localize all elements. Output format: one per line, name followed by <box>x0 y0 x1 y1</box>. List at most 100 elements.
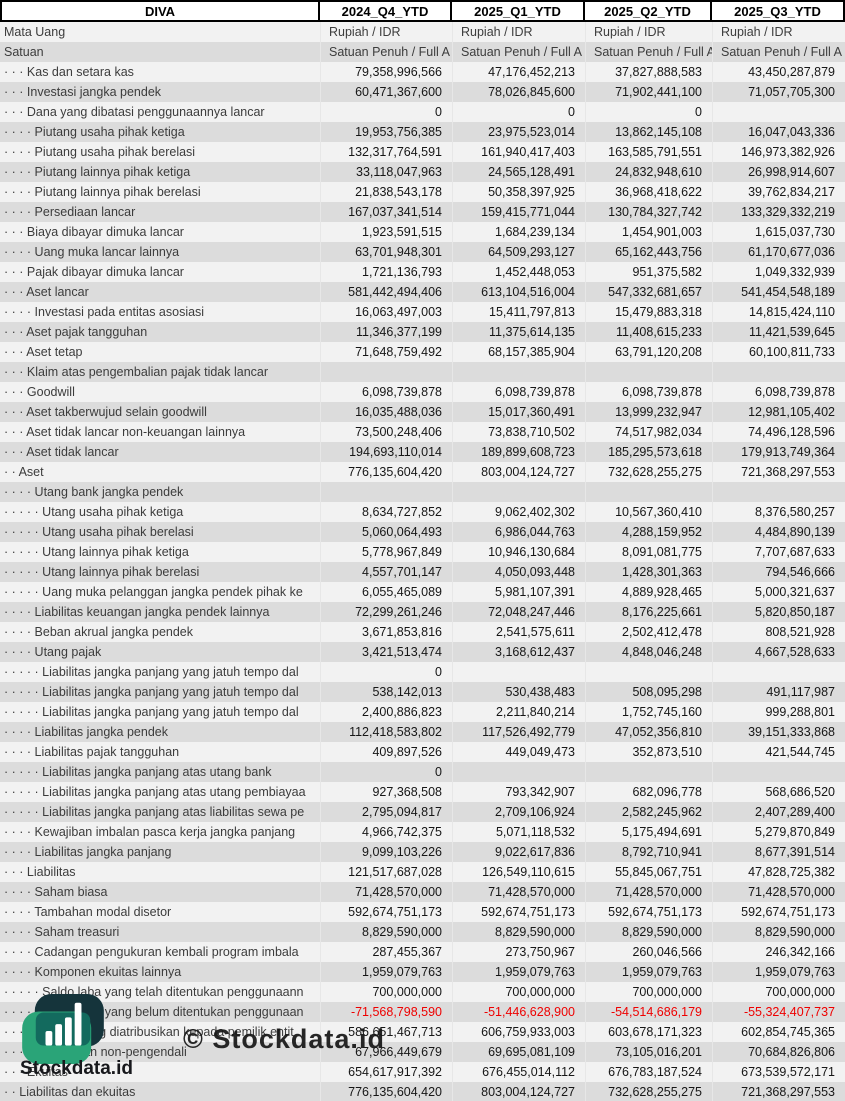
value-cell[interactable]: 69,695,081,109 <box>452 1042 585 1062</box>
row-label[interactable]: · · · · · Utang usaha pihak berelasi <box>4 525 194 539</box>
value-cell[interactable]: 68,157,385,904 <box>452 342 585 362</box>
unit-cell[interactable]: Satuan Penuh / Full A <box>712 42 845 62</box>
value-cell[interactable]: 167,037,341,514 <box>320 202 452 222</box>
value-cell[interactable] <box>452 362 585 382</box>
value-cell[interactable]: 71,428,570,000 <box>320 882 452 902</box>
value-cell[interactable]: -55,324,407,737 <box>712 1002 845 1022</box>
row-label[interactable]: · · · Biaya dibayar dimuka lancar <box>4 225 184 239</box>
value-cell[interactable]: 14,815,424,110 <box>712 302 845 322</box>
value-cell[interactable]: 676,783,187,524 <box>585 1062 712 1082</box>
value-cell[interactable]: 47,828,725,382 <box>712 862 845 882</box>
value-cell[interactable]: 2,709,106,924 <box>452 802 585 822</box>
value-cell[interactable]: 63,791,120,208 <box>585 342 712 362</box>
value-cell[interactable]: 654,617,917,392 <box>320 1062 452 1082</box>
value-cell[interactable]: -71,568,798,590 <box>320 1002 452 1022</box>
value-cell[interactable]: 776,135,604,420 <box>320 462 452 482</box>
row-label[interactable]: · · · Kas dan setara kas <box>4 65 134 79</box>
value-cell[interactable]: 21,838,543,178 <box>320 182 452 202</box>
value-cell[interactable]: 8,634,727,852 <box>320 502 452 522</box>
value-cell[interactable]: 11,408,615,233 <box>585 322 712 342</box>
value-cell[interactable] <box>320 362 452 382</box>
value-cell[interactable]: 74,517,982,034 <box>585 422 712 442</box>
value-cell[interactable]: 449,049,473 <box>452 742 585 762</box>
value-cell[interactable]: 16,047,043,336 <box>712 122 845 142</box>
value-cell[interactable]: 73,500,248,406 <box>320 422 452 442</box>
value-cell[interactable]: 9,062,402,302 <box>452 502 585 522</box>
value-cell[interactable]: 793,342,907 <box>452 782 585 802</box>
value-cell[interactable]: 0 <box>320 762 452 782</box>
row-label[interactable]: · · · Investasi jangka pendek <box>4 85 162 99</box>
value-cell[interactable] <box>712 482 845 502</box>
value-cell[interactable]: 794,546,666 <box>712 562 845 582</box>
value-cell[interactable]: 5,175,494,691 <box>585 822 712 842</box>
value-cell[interactable]: 8,677,391,514 <box>712 842 845 862</box>
value-cell[interactable]: 613,104,516,004 <box>452 282 585 302</box>
value-cell[interactable]: 951,375,582 <box>585 262 712 282</box>
row-label[interactable]: · · · · Piutang usaha pihak ketiga <box>4 125 185 139</box>
value-cell[interactable]: 133,329,332,219 <box>712 202 845 222</box>
period-header-cell[interactable]: 2024_Q4_YTD <box>320 2 452 20</box>
value-cell[interactable] <box>452 662 585 682</box>
value-cell[interactable] <box>585 762 712 782</box>
row-label[interactable]: · · · · Persediaan lancar <box>4 205 136 219</box>
row-label[interactable]: · · · · · Liabilitas jangka panjang atas… <box>4 785 306 799</box>
value-cell[interactable]: 65,162,443,756 <box>585 242 712 262</box>
value-cell[interactable]: 126,549,110,615 <box>452 862 585 882</box>
row-label[interactable]: · · · Klaim atas pengembalian pajak tida… <box>4 365 269 379</box>
value-cell[interactable]: 7,707,687,633 <box>712 542 845 562</box>
value-cell[interactable]: 64,509,293,127 <box>452 242 585 262</box>
value-cell[interactable]: 6,098,739,878 <box>585 382 712 402</box>
value-cell[interactable]: 0 <box>320 102 452 122</box>
value-cell[interactable]: 13,999,232,947 <box>585 402 712 422</box>
value-cell[interactable]: 185,295,573,618 <box>585 442 712 462</box>
value-cell[interactable]: 352,873,510 <box>585 742 712 762</box>
value-cell[interactable]: 1,684,239,134 <box>452 222 585 242</box>
value-cell[interactable]: 581,442,494,406 <box>320 282 452 302</box>
value-cell[interactable]: 60,471,367,600 <box>320 82 452 102</box>
value-cell[interactable]: 2,211,840,214 <box>452 702 585 722</box>
value-cell[interactable]: 1,428,301,363 <box>585 562 712 582</box>
value-cell[interactable]: 586,651,467,713 <box>320 1022 452 1042</box>
row-label[interactable]: · · · Aset pajak tangguhan <box>4 325 148 339</box>
value-cell[interactable] <box>712 662 845 682</box>
value-cell[interactable]: 1,615,037,730 <box>712 222 845 242</box>
value-cell[interactable]: 803,004,124,727 <box>452 1082 585 1101</box>
value-cell[interactable]: 130,784,327,742 <box>585 202 712 222</box>
value-cell[interactable]: 13,862,145,108 <box>585 122 712 142</box>
value-cell[interactable]: 159,415,771,044 <box>452 202 585 222</box>
row-label[interactable]: · · · · Saham biasa <box>4 885 108 899</box>
value-cell[interactable]: 676,455,014,112 <box>452 1062 585 1082</box>
value-cell[interactable]: 287,455,367 <box>320 942 452 962</box>
value-cell[interactable] <box>585 482 712 502</box>
value-cell[interactable] <box>712 762 845 782</box>
row-label[interactable]: · · · · Investasi pada entitas asosiasi <box>4 305 205 319</box>
value-cell[interactable]: 2,400,886,823 <box>320 702 452 722</box>
row-label[interactable]: · · · · Piutang lainnya pihak ketiga <box>4 165 191 179</box>
value-cell[interactable]: 273,750,967 <box>452 942 585 962</box>
value-cell[interactable]: 15,017,360,491 <box>452 402 585 422</box>
value-cell[interactable]: 146,973,382,926 <box>712 142 845 162</box>
value-cell[interactable]: 5,071,118,532 <box>452 822 585 842</box>
row-label[interactable]: · · · · Tambahan modal disetor <box>4 905 172 919</box>
value-cell[interactable] <box>585 362 712 382</box>
value-cell[interactable]: 70,684,826,806 <box>712 1042 845 1062</box>
value-cell[interactable]: 26,998,914,607 <box>712 162 845 182</box>
value-cell[interactable]: 63,701,948,301 <box>320 242 452 262</box>
value-cell[interactable]: -51,446,628,900 <box>452 1002 585 1022</box>
value-cell[interactable]: 803,004,124,727 <box>452 462 585 482</box>
value-cell[interactable]: 0 <box>585 102 712 122</box>
value-cell[interactable]: 16,035,488,036 <box>320 402 452 422</box>
value-cell[interactable]: 2,407,289,400 <box>712 802 845 822</box>
value-cell[interactable]: 15,479,883,318 <box>585 302 712 322</box>
value-cell[interactable]: 1,452,448,053 <box>452 262 585 282</box>
value-cell[interactable]: 179,913,749,364 <box>712 442 845 462</box>
value-cell[interactable]: 246,342,166 <box>712 942 845 962</box>
value-cell[interactable]: 0 <box>452 102 585 122</box>
value-cell[interactable]: 541,454,548,189 <box>712 282 845 302</box>
value-cell[interactable]: 10,946,130,684 <box>452 542 585 562</box>
row-label[interactable]: · · · · Liabilitas keuangan jangka pende… <box>4 605 270 619</box>
value-cell[interactable]: 6,055,465,089 <box>320 582 452 602</box>
value-cell[interactable]: 72,299,261,246 <box>320 602 452 622</box>
row-label[interactable]: · · · Dana yang dibatasi penggunaannya l… <box>4 105 265 119</box>
value-cell[interactable]: 50,358,397,925 <box>452 182 585 202</box>
